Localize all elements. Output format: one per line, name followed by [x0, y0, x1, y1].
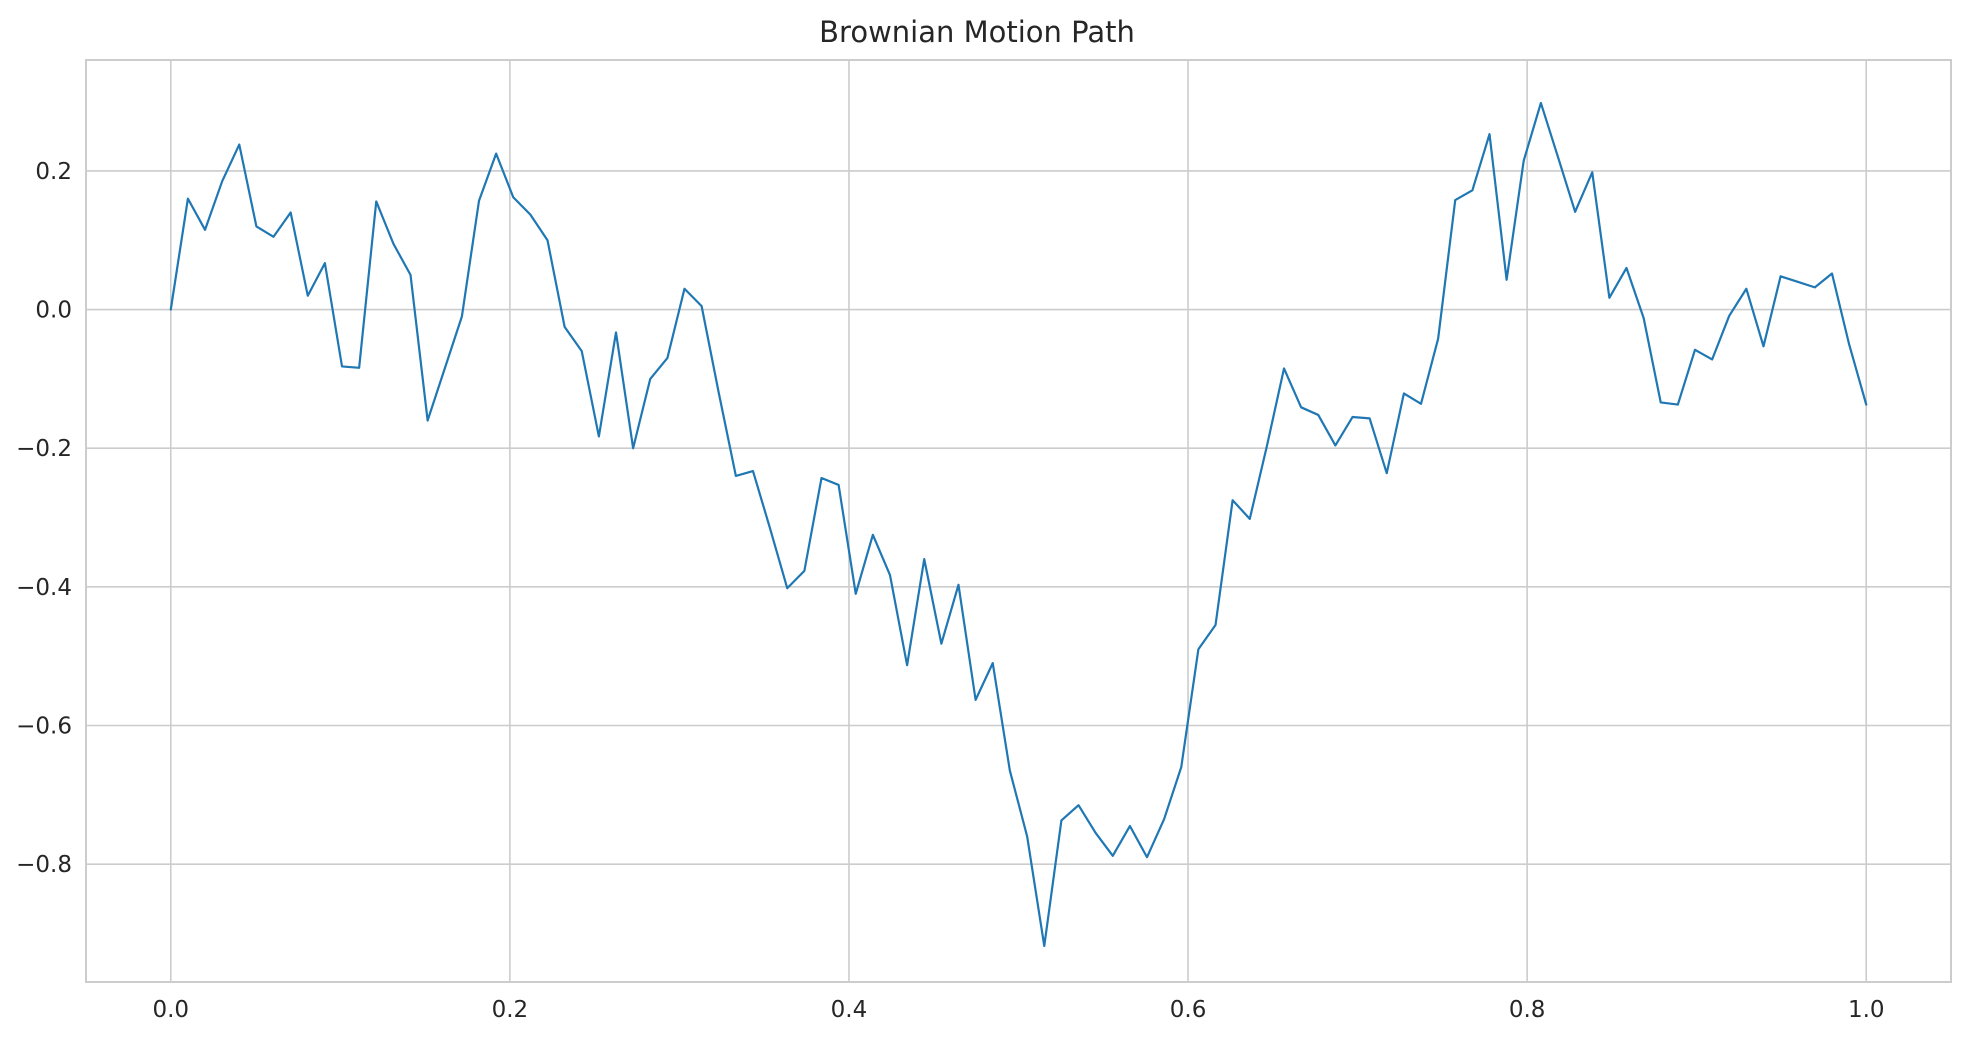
series-layer	[169, 101, 1868, 948]
y-tick-label: −0.8	[16, 852, 72, 878]
x-tick-label: 0.6	[1170, 997, 1207, 1023]
x-tick-label: 0.2	[492, 997, 529, 1023]
x-axis-ticks: 0.0 0.2 0.4 0.6 0.8 1.0	[152, 997, 1884, 1023]
x-tick-label: 0.8	[1509, 997, 1546, 1023]
brownian-path-line	[169, 101, 1868, 948]
y-tick-label: 0.2	[35, 159, 72, 185]
plot-area-frame	[85, 59, 1952, 983]
y-tick-label: −0.2	[16, 436, 72, 462]
y-tick-label: 0.0	[35, 298, 72, 324]
x-tick-label: 1.0	[1848, 997, 1885, 1023]
y-axis-ticks: −0.8 −0.6 −0.4 −0.2 0.0 0.2	[16, 159, 72, 878]
x-tick-label: 0.0	[152, 997, 189, 1023]
y-tick-label: −0.6	[16, 714, 72, 740]
grid-lines	[86, 60, 1951, 982]
y-tick-label: −0.4	[16, 575, 72, 601]
chart-title: Brownian Motion Path	[819, 15, 1135, 49]
x-tick-label: 0.4	[831, 997, 868, 1023]
